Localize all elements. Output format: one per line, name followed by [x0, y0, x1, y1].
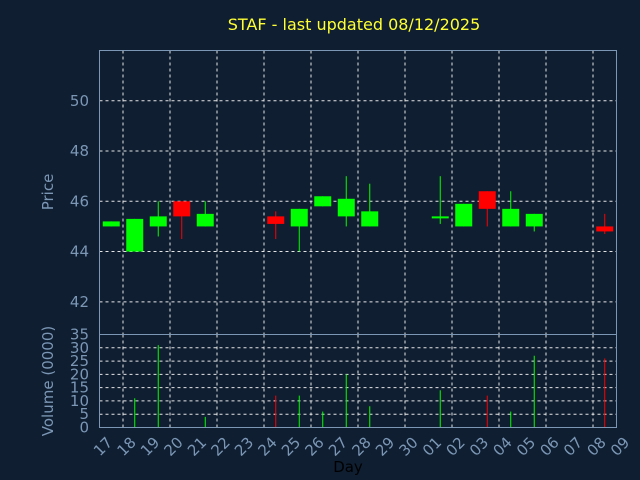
- candle-body: [314, 196, 332, 207]
- candle-body: [502, 208, 520, 227]
- x-tick-label: 19: [137, 434, 163, 460]
- x-tick-label: 05: [513, 434, 539, 460]
- x-tick-label: 27: [325, 434, 351, 460]
- x-tick-label: 01: [419, 434, 445, 460]
- x-tick-label: 08: [584, 434, 610, 460]
- volume-tick-label: 5: [79, 405, 89, 423]
- volume-tick-label: 0: [79, 419, 89, 437]
- candle-body: [149, 216, 167, 227]
- x-tick-label: 20: [161, 434, 187, 460]
- x-tick-label: 21: [184, 434, 210, 460]
- x-tick-label: 07: [560, 434, 586, 460]
- candle-body: [478, 191, 496, 209]
- price-tick-label: 50: [70, 92, 89, 110]
- volume-tick-label: 10: [70, 392, 89, 410]
- candle-body: [102, 221, 120, 227]
- x-tick-label: 18: [114, 434, 140, 460]
- x-tick-label: 25: [278, 434, 304, 460]
- candle-body: [455, 203, 473, 227]
- x-tick-label: 17: [90, 434, 116, 460]
- candle-body: [361, 211, 379, 227]
- x-tick-label: 28: [349, 434, 375, 460]
- volume-tick-label: 30: [70, 339, 89, 357]
- x-tick-label: 09: [607, 434, 633, 460]
- x-tick-label: 02: [443, 434, 469, 460]
- price-axis-label: Price: [39, 174, 57, 211]
- x-tick-label: 24: [255, 434, 281, 460]
- chart-title: STAF - last updated 08/12/2025: [228, 15, 481, 34]
- candle-body: [267, 216, 285, 224]
- candles: [102, 176, 614, 252]
- x-tick-label: 04: [490, 434, 516, 460]
- candle-body: [196, 213, 214, 227]
- price-y-ticks: 42 44 46 48 50: [70, 92, 89, 311]
- candle-body: [337, 198, 355, 217]
- volume-axis-label: Volume (0000): [39, 326, 57, 436]
- price-tick-label: 46: [70, 192, 89, 210]
- x-tick-label: 26: [302, 434, 328, 460]
- price-grid: [99, 50, 617, 335]
- candle-body: [596, 226, 614, 232]
- volume-grid: [99, 334, 617, 428]
- candle-body: [431, 216, 449, 219]
- candle-body: [525, 213, 543, 227]
- price-tick-label: 42: [70, 293, 89, 311]
- volume-tick-label: 15: [70, 379, 89, 397]
- candle-body: [126, 218, 144, 252]
- candle-body: [173, 201, 191, 217]
- x-tick-label: 03: [466, 434, 492, 460]
- x-tick-label: 30: [396, 434, 422, 460]
- x-axis-label: Day: [333, 458, 363, 476]
- candle-body: [290, 208, 308, 227]
- x-tick-label: 06: [537, 434, 563, 460]
- x-tick-label: 29: [372, 434, 398, 460]
- x-tick-label: 22: [208, 434, 234, 460]
- price-tick-label: 44: [70, 243, 89, 261]
- volume-tick-label: 35: [70, 326, 89, 344]
- x-tick-label: 23: [231, 434, 257, 460]
- price-tick-label: 48: [70, 142, 89, 160]
- volume-tick-label: 20: [70, 365, 89, 383]
- x-ticks: 1718192021222324252627282930010203040506…: [90, 434, 633, 460]
- volume-panel-frame: [99, 334, 617, 428]
- volume-bars: [134, 345, 606, 428]
- volume-tick-label: 25: [70, 352, 89, 370]
